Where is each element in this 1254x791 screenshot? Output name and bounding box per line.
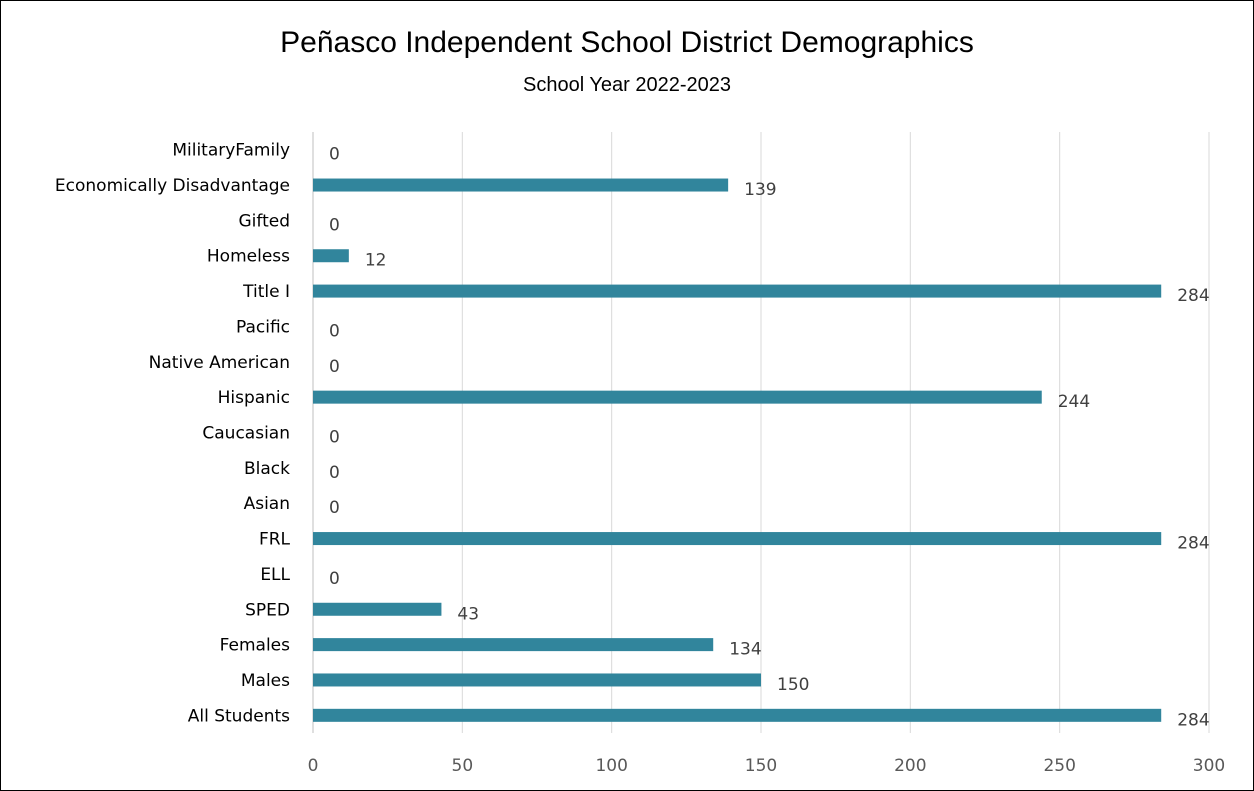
bar <box>313 602 442 616</box>
data-labels: 284 150 134 43 0 284 0 0 0 244 0 0 284 12 0 139 0 <box>329 145 1210 731</box>
data-label: 134 <box>729 640 761 660</box>
data-label: 284 <box>1177 534 1209 554</box>
data-label: 244 <box>1058 392 1090 412</box>
bars <box>313 178 1162 722</box>
category-label: ELL <box>260 565 290 585</box>
category-label: Native American <box>149 353 290 373</box>
category-label: Males <box>241 671 290 691</box>
bar <box>313 284 1162 298</box>
category-label: Asian <box>244 494 290 514</box>
data-label: 43 <box>457 604 479 624</box>
x-tick-label: 250 <box>1043 756 1075 776</box>
category-label: Title I <box>242 282 290 302</box>
data-label: 0 <box>329 463 340 483</box>
x-tick-label: 150 <box>745 756 777 776</box>
category-labels: All Students Males Females SPED ELL FRL Asian B… <box>55 141 291 727</box>
data-label: 284 <box>1177 286 1209 306</box>
category-label: FRL <box>259 530 291 550</box>
data-label: 0 <box>329 569 340 589</box>
category-label: SPED <box>245 600 290 620</box>
x-tick-labels: 0 50 100 150 200 250 300 <box>308 756 1226 776</box>
chart-subtitle: School Year 2022-2023 <box>523 74 731 96</box>
category-label: Hispanic <box>218 388 290 408</box>
category-label: Gifted <box>239 211 291 231</box>
data-label: 0 <box>329 215 340 235</box>
bar <box>313 390 1042 404</box>
data-label: 0 <box>329 321 340 341</box>
data-label: 284 <box>1177 710 1209 730</box>
chart-title: Peñasco Independent School District Demo… <box>280 26 974 59</box>
data-label: 139 <box>744 180 776 200</box>
bar <box>313 249 349 263</box>
data-label: 0 <box>329 498 340 518</box>
x-tick-label: 100 <box>595 756 627 776</box>
category-label: Females <box>220 636 290 656</box>
data-label: 150 <box>777 675 809 695</box>
x-tick-label: 300 <box>1193 756 1225 776</box>
category-label: Caucasian <box>202 424 290 444</box>
bar <box>313 178 729 192</box>
x-tick-label: 200 <box>894 756 926 776</box>
category-label: Black <box>244 459 290 479</box>
gridlines <box>312 132 1210 733</box>
bar <box>313 708 1162 722</box>
category-label: Homeless <box>207 247 290 267</box>
data-label: 12 <box>365 251 387 271</box>
data-label: 0 <box>329 145 340 165</box>
data-label: 0 <box>329 357 340 377</box>
bar <box>313 638 714 652</box>
x-tick-label: 50 <box>452 756 474 776</box>
x-tick-label: 0 <box>308 756 319 776</box>
category-label: Pacific <box>236 317 290 337</box>
bar <box>313 673 761 687</box>
category-label: MilitaryFamily <box>172 141 290 161</box>
category-label: Economically Disadvantage <box>55 176 290 196</box>
bar <box>313 532 1162 546</box>
category-label: All Students <box>188 706 290 726</box>
data-label: 0 <box>329 428 340 448</box>
